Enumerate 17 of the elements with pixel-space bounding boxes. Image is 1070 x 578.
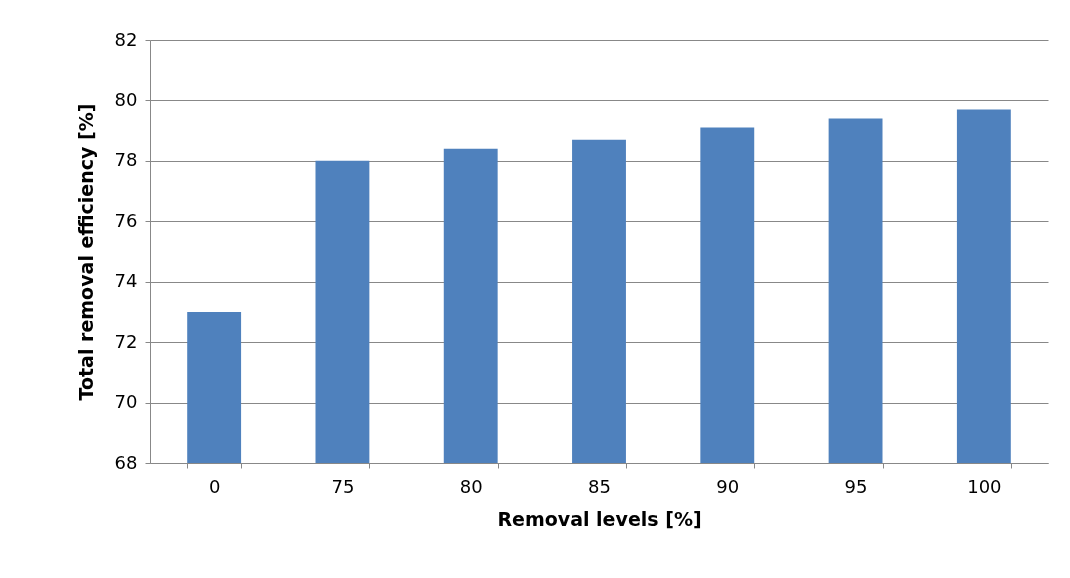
y-axis-title: Total removal efficiency [%]: [74, 103, 97, 401]
x-tick-label: 90: [716, 475, 740, 497]
x-tick-label: 0: [208, 475, 221, 497]
x-tick-label: 75: [331, 475, 355, 497]
y-tick-label: 82: [114, 28, 138, 50]
x-tick-label: 100: [967, 475, 1002, 497]
y-tick-label: 70: [114, 391, 138, 413]
x-tick-label: 95: [844, 475, 868, 497]
y-tick-label: 72: [114, 330, 138, 352]
y-tick-label: 74: [114, 270, 138, 292]
y-tick-label: 80: [114, 88, 138, 110]
y-tick-label: 76: [114, 209, 138, 231]
x-tick-label: 80: [459, 475, 483, 497]
y-tick-label: 78: [114, 149, 138, 171]
y-tick-label: 68: [114, 451, 138, 473]
x-axis-title: Removal levels [%]: [497, 507, 702, 530]
x-tick-label: 85: [588, 475, 611, 497]
